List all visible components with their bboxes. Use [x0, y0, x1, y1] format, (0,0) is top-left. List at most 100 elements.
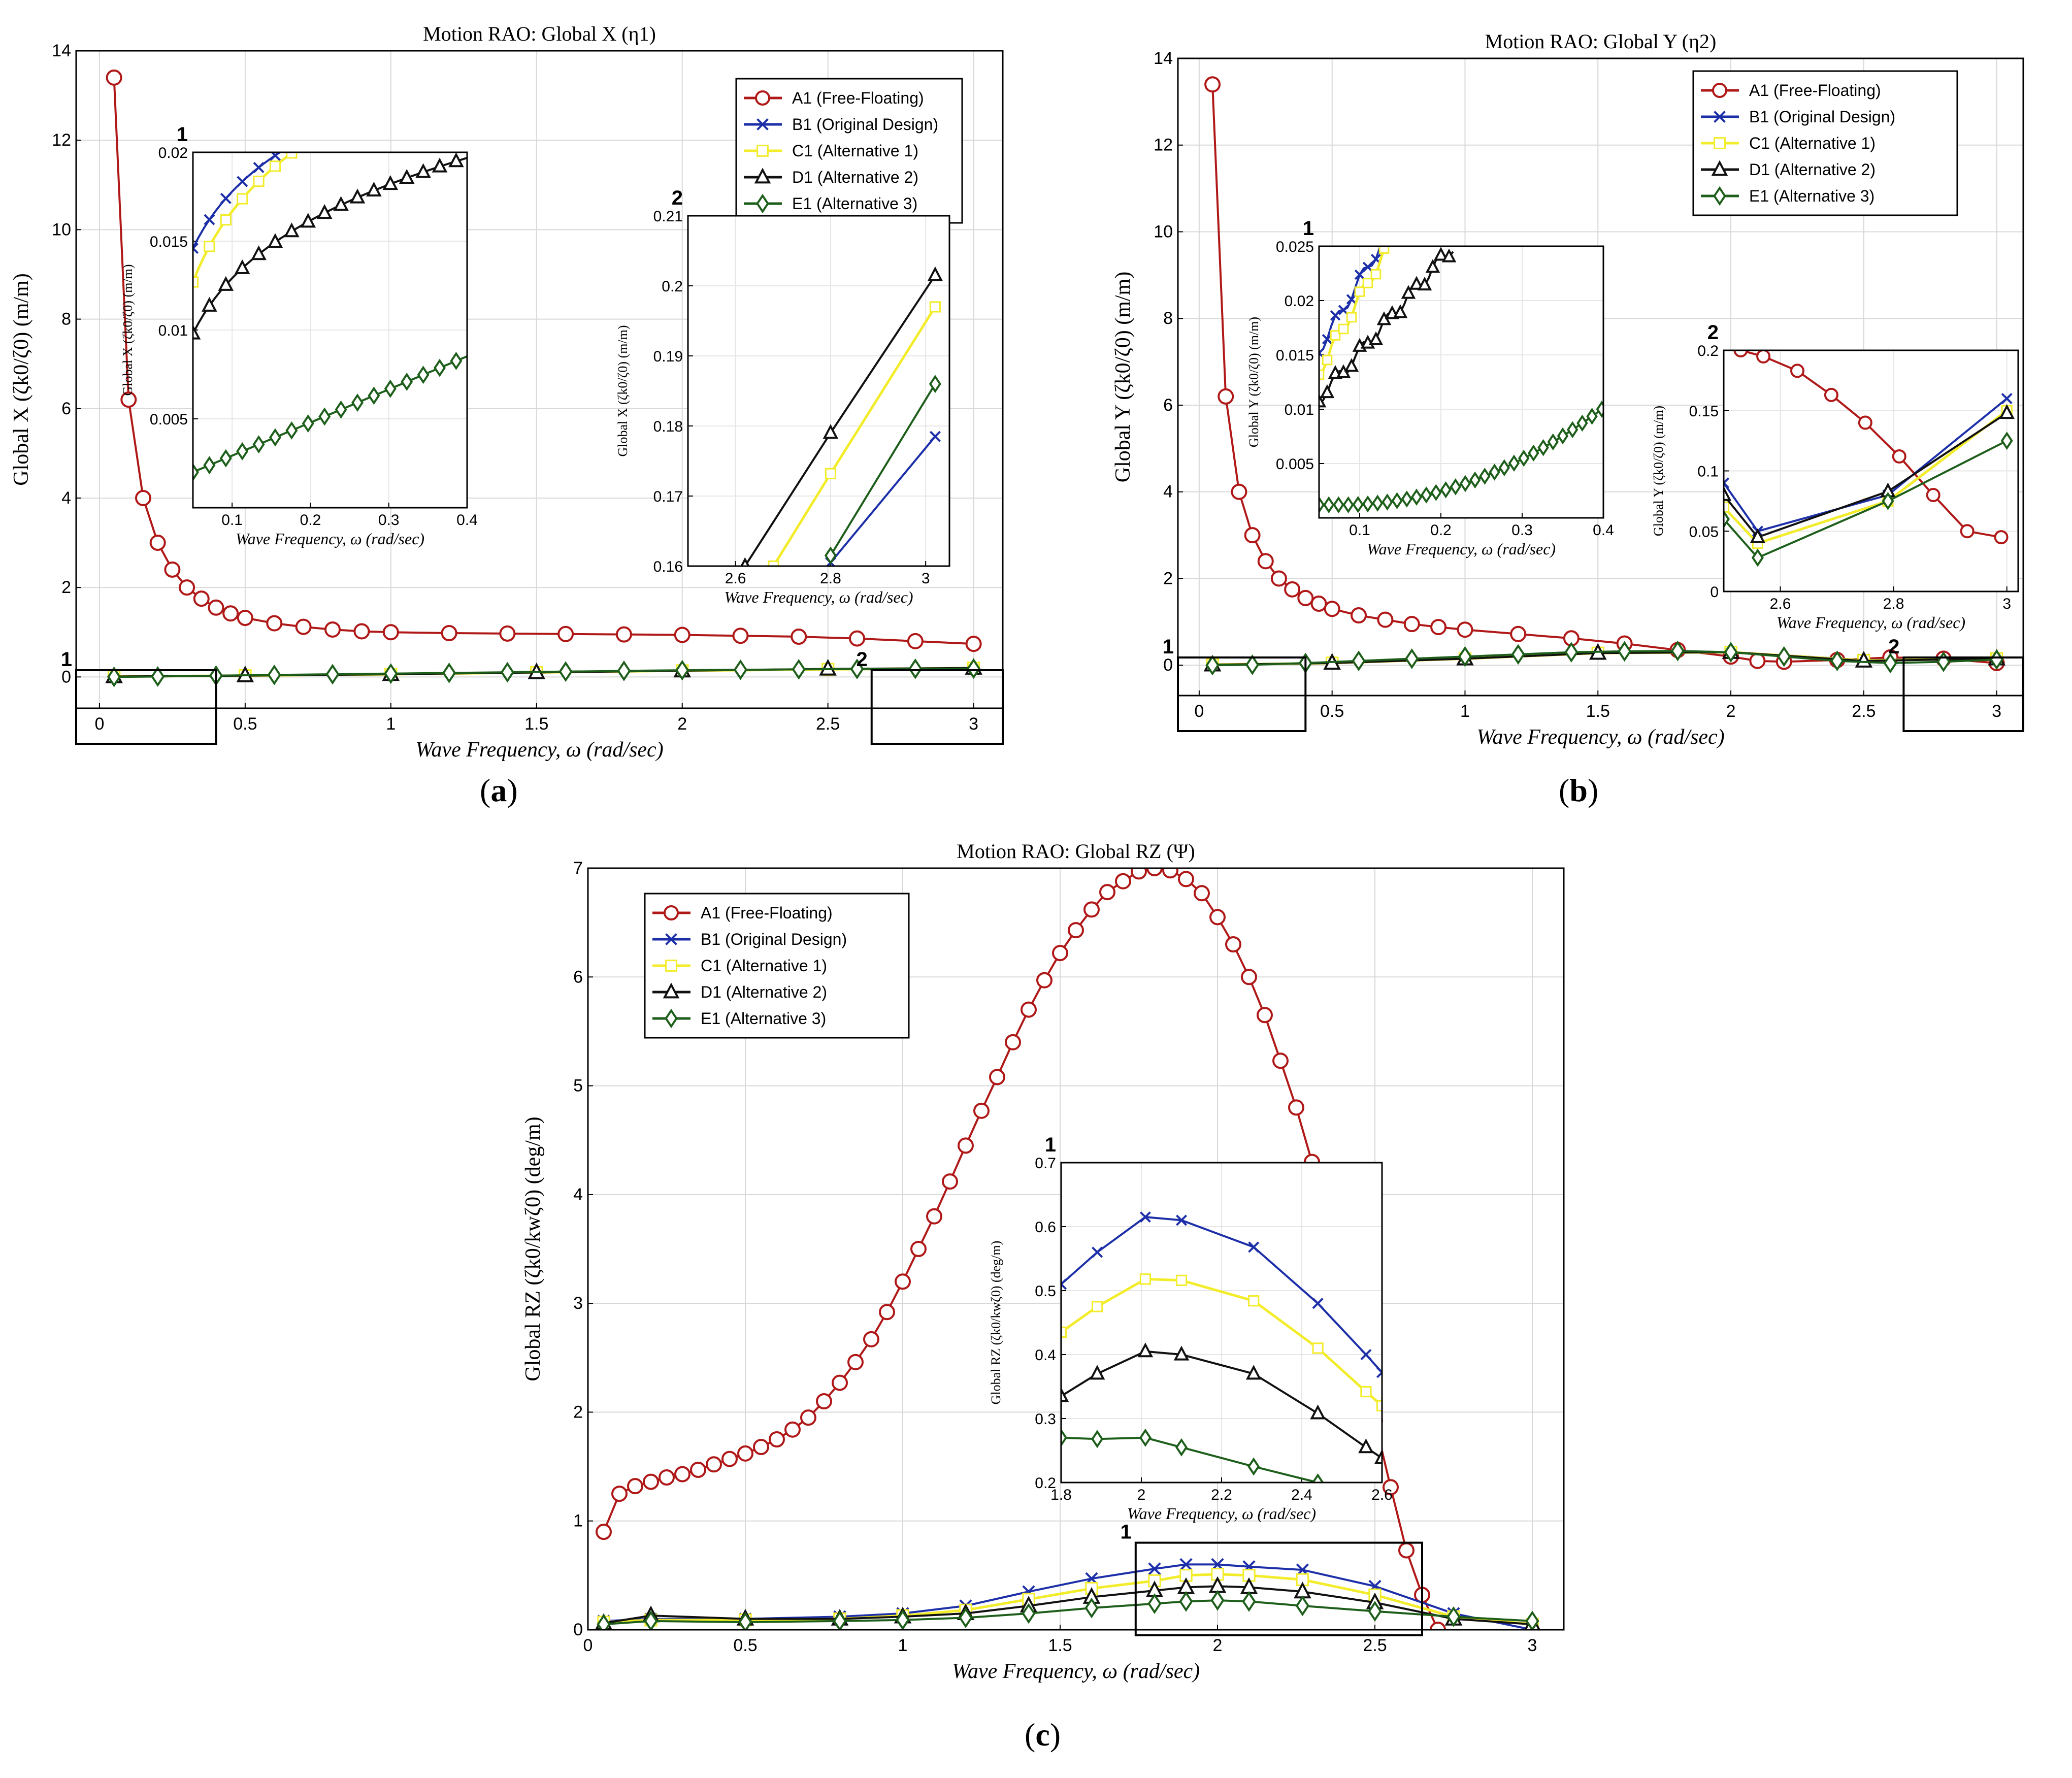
data-point-D1 [415, 163, 431, 178]
data-point-A1 [1270, 570, 1287, 587]
data-point-E1 [1323, 496, 1335, 514]
y-tick-label: 0 [1163, 655, 1173, 675]
data-point-D1 [1089, 1365, 1105, 1380]
data-point-E1 [417, 366, 430, 384]
x-tick-label: 0.5 [1320, 702, 1344, 721]
x-axis-label: Wave Frequency, ω (rad/sec) [1367, 540, 1556, 558]
data-point-D1 [927, 266, 943, 281]
data-point-D1 [1393, 304, 1408, 318]
y-tick-label: 0 [61, 667, 71, 686]
legend-label-B1: B1 (Original Design) [792, 115, 938, 134]
data-point-D1 [1319, 393, 1327, 408]
series-line-E1 [1212, 650, 1997, 667]
data-point-C1 [220, 214, 232, 226]
data-point-E1 [1489, 464, 1500, 481]
legend-label-D1: D1 (Alternative 2) [792, 168, 918, 186]
data-point-E1 [325, 664, 340, 685]
data-point-B1 [1148, 1562, 1161, 1575]
y-tick-label: 14 [52, 41, 71, 60]
series-line-E1 [114, 667, 974, 678]
inset-label: 2 [672, 187, 683, 209]
data-point-A1 [353, 623, 370, 640]
legend: A1 (Free-Floating) B1 (Original Design) C1… [644, 893, 910, 1039]
data-point-D1 [366, 181, 382, 196]
y-axis-label: Global RZ (ζk0/kwζ0) (deg/m) [989, 1241, 1003, 1405]
y-tick-label: 0.01 [158, 322, 188, 339]
y-tick-label: 0.16 [653, 558, 683, 575]
data-point-D1 [1724, 486, 1732, 501]
x-tick-label: 2 [1137, 1487, 1146, 1503]
y-tick-label: 0.1 [1697, 464, 1719, 480]
zoom-box-label-1: 1 [1121, 1521, 1132, 1543]
plot-frame [1060, 1162, 1383, 1484]
data-point-A1 [1099, 884, 1115, 901]
y-tick-label: 2 [61, 578, 71, 597]
data-point-A1 [615, 626, 632, 643]
data-point-B1 [204, 214, 215, 225]
data-point-A1 [1297, 589, 1314, 606]
data-point-D1 [1344, 358, 1359, 372]
zoom-box-1 [1134, 1541, 1424, 1636]
data-point-D1 [1374, 1449, 1382, 1464]
x-tick-label: 0.3 [378, 512, 400, 529]
data-point-E1 [318, 407, 331, 426]
legend-marker-C1 [757, 145, 769, 157]
data-point-E1 [1179, 1591, 1193, 1612]
data-point-E1 [1022, 1603, 1036, 1624]
data-point-A1 [1204, 76, 1221, 93]
data-point-E1 [1566, 421, 1578, 439]
data-point-B1 [269, 152, 281, 161]
data-point-E1 [219, 449, 232, 468]
data-point-D1 [1245, 1365, 1262, 1380]
x-tick-label: 0 [583, 1636, 593, 1655]
x-tick-label: 2.6 [1371, 1487, 1393, 1503]
data-point-B1 [1248, 1241, 1260, 1253]
data-point-E1 [850, 658, 864, 680]
data-point-E1 [1586, 408, 1598, 425]
data-point-A1 [784, 1421, 801, 1438]
data-point-C1 [1139, 1273, 1152, 1285]
data-point-E1 [1724, 642, 1738, 663]
data-point-A1 [611, 1486, 628, 1502]
data-point-E1 [236, 442, 249, 460]
data-point-E1 [2000, 432, 2013, 450]
chart-a-inset-1: 0.1 0.2 0.3 0.4 0.005 0.01 0.015 0.02 Wave Frequ… [120, 123, 478, 548]
series-line-B1 [603, 1563, 1533, 1630]
data-point-D1 [1433, 247, 1449, 261]
y-tick-label: 6 [61, 399, 71, 418]
data-point-A1 [208, 599, 224, 616]
data-point-A1 [1005, 1034, 1021, 1050]
x-tick-label: 1 [1460, 702, 1470, 721]
series-group [105, 69, 982, 687]
y-tick-label: 0.015 [150, 234, 188, 250]
series-line-D1 [603, 1585, 1533, 1626]
data-point-E1 [1147, 1593, 1162, 1614]
data-point-E1 [1139, 1428, 1152, 1447]
data-point-E1 [1401, 490, 1413, 508]
legend-marker-D1 [754, 168, 771, 184]
data-point-E1 [368, 386, 380, 405]
data-point-E1 [1724, 510, 1730, 529]
data-point-E1 [1342, 496, 1354, 514]
data-point-C1 [204, 241, 215, 252]
data-point-D1 [432, 157, 448, 173]
chart-title: Motion RAO: Global RZ (Ψ) [957, 840, 1195, 863]
legend-label-A1: A1 (Free-Floating) [1749, 81, 1881, 100]
data-point-C1 [1346, 312, 1357, 323]
data-point-D1 [1417, 276, 1432, 291]
y-tick-label: 0.2 [1697, 343, 1719, 359]
chart-c-inset-1: 1.8 2 2.2 2.4 2.6 0.2 0.3 0.4 0.5 0.6 0.7 Wave Freq… [989, 1134, 1393, 1523]
data-point-A1 [120, 391, 137, 408]
series-group [740, 266, 943, 566]
data-point-C1 [1175, 1274, 1188, 1286]
data-point-D1 [1425, 259, 1440, 273]
data-point-E1 [302, 414, 314, 433]
x-axis-label: Wave Frequency, ω (rad/sec) [236, 530, 424, 548]
data-point-A1 [222, 605, 239, 622]
data-point-A1 [926, 1208, 942, 1225]
legend-marker-B1 [1714, 111, 1726, 123]
data-point-E1 [1084, 1597, 1099, 1619]
zoom-box-1 [75, 669, 217, 745]
y-tick-label: 14 [1154, 49, 1173, 68]
